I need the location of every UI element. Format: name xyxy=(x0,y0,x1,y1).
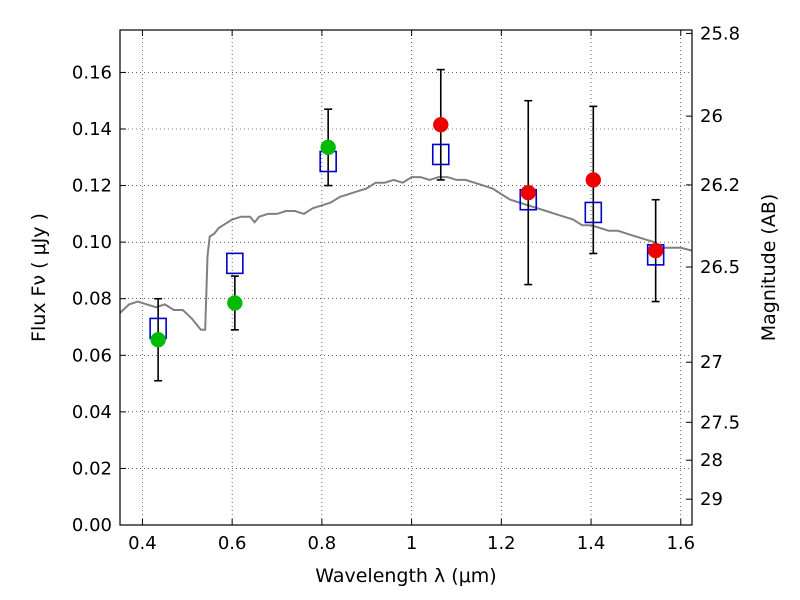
x-tick-label: 1 xyxy=(406,533,417,554)
red-data-point xyxy=(520,184,537,201)
right-tick-label: 26.2 xyxy=(700,175,740,196)
right-tick-label: 28 xyxy=(700,450,723,471)
x-tick-label: 1.6 xyxy=(666,533,695,554)
tick-layer: 0.4 0.6 0.8 1 1.2 1.4 1.6 0.00 0.02 0.04 0.06 0.08 0… xyxy=(72,23,740,554)
x-tick-label: 0.8 xyxy=(308,533,337,554)
y-tick-label: 0.00 xyxy=(72,515,112,536)
x-tick-label: 1.4 xyxy=(577,533,606,554)
y-tick-label: 0.06 xyxy=(72,345,112,366)
y-tick-label: 0.14 xyxy=(72,119,112,140)
plot-frame xyxy=(119,29,693,526)
label-layer: Wavelength λ (μm) Flux Fν ( μJy ) Magnit… xyxy=(28,194,780,587)
x-tick-label: 0.4 xyxy=(128,533,157,554)
y-axis-label: Flux Fν ( μJy ) xyxy=(28,213,50,342)
red-data-point xyxy=(585,172,602,188)
y-tick-label: 0.16 xyxy=(72,62,112,83)
red-data-point xyxy=(433,117,449,133)
x-tick-label: 1.2 xyxy=(487,533,516,554)
y-tick-label: 0.04 xyxy=(72,402,112,423)
x-tick-label: 0.6 xyxy=(218,533,247,554)
data-layer xyxy=(120,68,692,382)
right-axis-label: Magnitude (AB) xyxy=(758,194,780,342)
model-spectrum-line xyxy=(120,176,692,331)
right-tick-label: 29 xyxy=(700,489,723,510)
y-tick-label: 0.10 xyxy=(72,232,112,253)
y-tick-label: 0.08 xyxy=(72,289,112,310)
y-tick-label: 0.02 xyxy=(72,458,112,479)
green-data-point xyxy=(150,331,166,348)
plot-area xyxy=(120,176,692,331)
x-axis-label: Wavelength λ (μm) xyxy=(315,565,496,587)
right-tick-label: 27.5 xyxy=(700,412,740,433)
model-photometry-square xyxy=(226,252,244,275)
right-tick-label: 26 xyxy=(700,106,723,127)
y-tick-label: 0.12 xyxy=(72,176,112,197)
model-photometry-square xyxy=(584,201,603,224)
green-data-point xyxy=(227,295,243,311)
model-photometry-square xyxy=(431,143,450,166)
green-data-point xyxy=(320,139,336,156)
red-data-point xyxy=(647,242,664,259)
right-tick-label: 26.5 xyxy=(700,257,740,278)
right-tick-label: 27 xyxy=(700,352,723,373)
right-tick-label: 25.8 xyxy=(700,23,740,44)
